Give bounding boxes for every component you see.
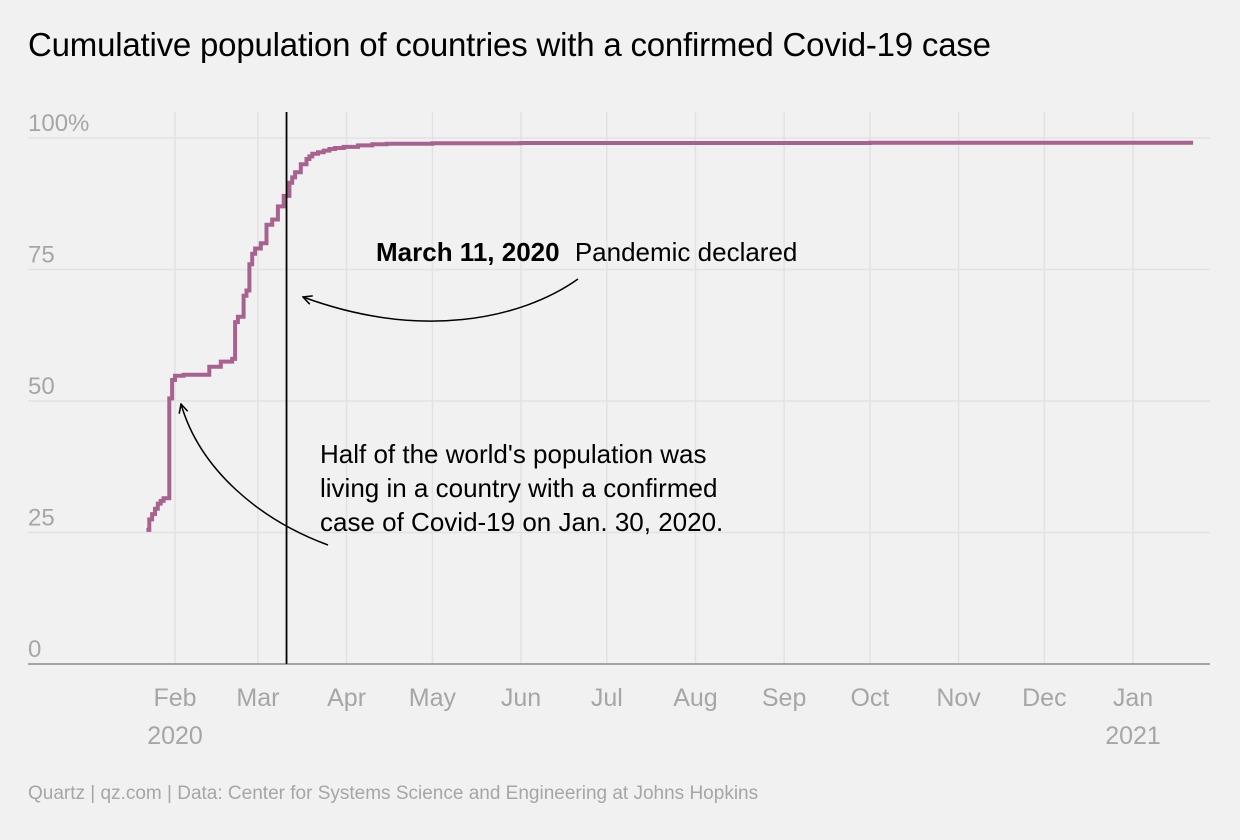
chart-title: Cumulative population of countries with … xyxy=(28,26,991,63)
pandemic-annotation: March 11, 2020 Pandemic declared xyxy=(376,237,797,267)
x-tick-label-may: May xyxy=(409,684,457,712)
half-population-annotation-line-3: case of Covid-19 on Jan. 30, 2020. xyxy=(320,507,723,537)
y-tick-label-0: 0 xyxy=(28,636,41,663)
x-tick-label-sep: Sep xyxy=(762,684,806,712)
half-population-annotation-line-2: living in a country with a confirmed xyxy=(320,473,717,503)
x-tick-label-jul: Jul xyxy=(591,684,623,712)
pandemic-annotation-date: March 11, 2020 xyxy=(376,237,560,267)
x-tick-label-feb: Feb xyxy=(153,684,196,712)
x-tick-label-jun: Jun xyxy=(501,684,541,712)
half-population-annotation-line-1: Half of the world's population was xyxy=(320,439,707,469)
y-tick-label-50: 50 xyxy=(28,373,55,400)
x-tick-label-oct: Oct xyxy=(850,684,889,712)
x-tick-label-mar: Mar xyxy=(236,684,279,712)
y-tick-label-75: 75 xyxy=(28,242,55,269)
series xyxy=(146,140,1194,532)
axes: 0 25 50 75 100% Feb Mar Apr May Jun Jul Aug Sep Oct No… xyxy=(28,110,1210,750)
y-tick-label-25: 25 xyxy=(28,505,55,532)
series-line-0 xyxy=(146,140,1194,532)
x-tick-label-aug: Aug xyxy=(673,684,717,712)
x-tick-label-apr: Apr xyxy=(327,684,366,712)
annotations: March 11, 2020 Pandemic declared Half of… xyxy=(181,237,797,546)
x-tick-label-jan: Jan xyxy=(1113,684,1153,712)
source-note: Quartz | qz.com | Data: Center for Syste… xyxy=(28,783,759,804)
grid xyxy=(28,112,1210,664)
pandemic-arrow xyxy=(303,278,579,322)
year-label-2020: 2020 xyxy=(147,722,203,750)
pandemic-annotation-text: Pandemic declared xyxy=(575,237,798,267)
x-tick-label-dec: Dec xyxy=(1022,684,1066,712)
x-tick-label-nov: Nov xyxy=(936,684,981,712)
year-label-2021: 2021 xyxy=(1105,722,1161,750)
y-tick-label-100: 100% xyxy=(28,110,89,137)
half-population-arrow xyxy=(181,404,329,546)
